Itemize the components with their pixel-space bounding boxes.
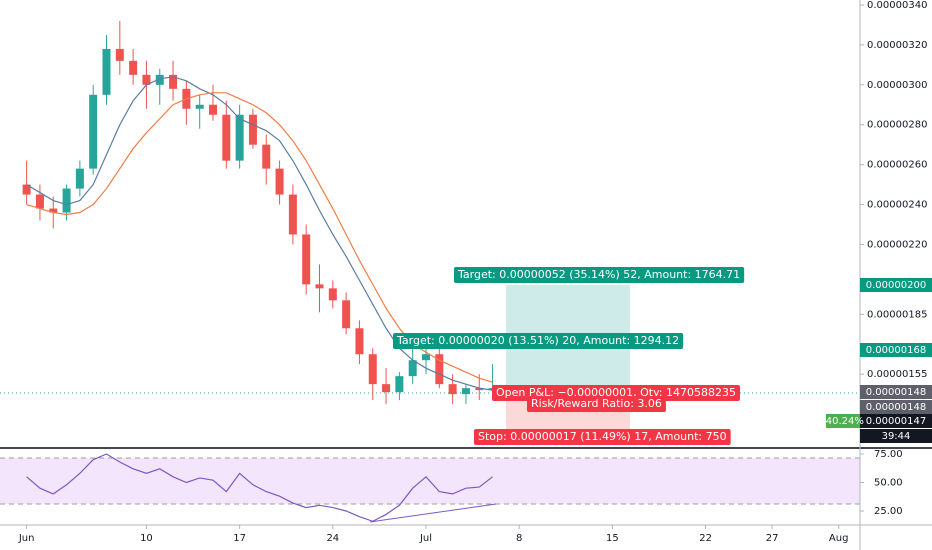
candle-body (115, 48, 124, 61)
x-tick-label: Jul (419, 533, 432, 544)
candle-body (209, 104, 218, 115)
candle-body (248, 114, 257, 145)
y-tick-label: 0.00000280 (867, 120, 927, 131)
y-tick-label: 0.00000155 (867, 369, 927, 380)
candle-body (408, 360, 417, 377)
candle-body (382, 384, 391, 393)
candle-body (475, 388, 484, 391)
x-tick-label: Aug (829, 533, 849, 544)
candle-body (262, 144, 271, 169)
position-label: Target: 0.00000052 (35.14%) 52, Amount: … (457, 268, 740, 281)
position-label-bg (474, 429, 731, 445)
price-badge (860, 343, 932, 357)
candle-body (142, 74, 151, 85)
price-badge-label: 0.00000148 (866, 402, 926, 413)
price-badge (860, 414, 932, 428)
x-tick-label: 27 (766, 533, 779, 544)
candle-body (62, 188, 71, 213)
x-tick-label: 17 (233, 533, 246, 544)
candle-body (395, 376, 404, 393)
candle-body (155, 74, 164, 85)
candle-body (435, 354, 444, 385)
y-tick-label: 0.00000220 (867, 239, 927, 250)
candle-body (89, 94, 98, 169)
y-tick-label: 50.00 (874, 477, 903, 488)
x-tick-label: 22 (699, 533, 712, 544)
y-tick-label: 0.00000240 (867, 200, 927, 211)
candle-body (222, 114, 231, 161)
position-label-bg (527, 396, 666, 412)
y-tick-label: 0.00000340 (867, 0, 927, 11)
price-badge (826, 414, 860, 428)
candle-body (49, 208, 58, 213)
price-badge (860, 400, 932, 414)
candle-body (328, 288, 337, 301)
y-tick-label: 0.00000300 (867, 80, 927, 91)
x-tick-label: Jun (18, 533, 35, 544)
x-tick-label: 24 (326, 533, 339, 544)
x-tick-label: 15 (606, 533, 619, 544)
candle-body (35, 194, 44, 209)
price-badge-label: -40.24% (822, 416, 864, 427)
candle-body (422, 354, 431, 361)
x-tick-label: 8 (516, 533, 522, 544)
position-label: Target: 0.00000020 (13.51%) 20, Amount: … (396, 334, 679, 347)
y-tick-label: 75.00 (874, 449, 903, 460)
candle-body (169, 74, 178, 89)
candle-body (275, 168, 284, 195)
x-tick-label: 10 (140, 533, 153, 544)
candle-body (195, 104, 204, 109)
y-tick-label: 0.00000320 (867, 40, 927, 51)
candle-body (368, 354, 377, 385)
candle-body (302, 234, 311, 285)
y-tick-label: 0.00000185 (867, 309, 927, 320)
candle-body (461, 388, 470, 395)
position-label: Risk/Reward Ratio: 3.06 (531, 397, 662, 410)
moving-average (26, 76, 493, 391)
position-label-bg (454, 267, 745, 283)
price-badge-label: 39:44 (882, 431, 911, 442)
position-label: Stop: 0.00000017 (11.49%) 17, Amount: 75… (478, 430, 727, 443)
candle-body (342, 300, 351, 329)
candle-body (102, 48, 111, 95)
candle-body (288, 194, 297, 235)
rsi-line (26, 453, 493, 522)
candle-body (448, 384, 457, 395)
candle-body (129, 60, 138, 75)
candle-body (355, 328, 364, 355)
price-badge-label: 0.00000168 (866, 345, 926, 356)
price-badge (860, 385, 932, 399)
price-badge-label: 0.00000148 (866, 387, 926, 398)
candle-body (315, 284, 324, 289)
position-label: Open P&L: −0.00000001, Qty: 1470588235 (496, 386, 736, 399)
price-badge-label: 0.00000200 (866, 280, 926, 291)
rsi-trendline (369, 503, 497, 523)
price-badge (860, 429, 932, 443)
y-tick-label: 0.00000260 (867, 160, 927, 171)
candle-body (75, 168, 84, 189)
position-label-bg (393, 333, 684, 349)
candle-body (22, 184, 31, 195)
price-badge (860, 278, 932, 292)
y-tick-label: 25.00 (874, 506, 903, 517)
candle-body (235, 114, 244, 161)
price-badge-label: 0.00000147 (866, 416, 926, 427)
